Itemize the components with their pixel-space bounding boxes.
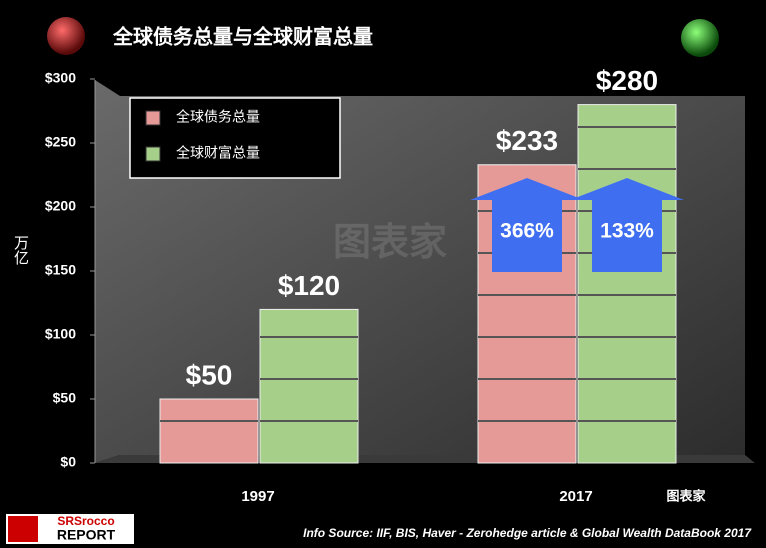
legend-label-bg bbox=[168, 141, 328, 167]
y-tick-label: $200 bbox=[45, 198, 76, 214]
legend-label: 全球债务总量 bbox=[176, 109, 260, 125]
data-label: $50 bbox=[186, 359, 233, 390]
watermark: 图表家 bbox=[333, 222, 447, 264]
data-label: $120 bbox=[278, 270, 340, 301]
data-label: $233 bbox=[496, 125, 558, 156]
y-tick-label: $250 bbox=[45, 134, 76, 150]
y-axis-label: 万亿 bbox=[12, 235, 29, 265]
y-tick-label: $0 bbox=[60, 454, 76, 470]
legend-label: 全球财富总量 bbox=[176, 145, 260, 161]
y-tick-label: $100 bbox=[45, 326, 76, 342]
source-note: Info Source: IIF, BIS, Haver - Zerohedge… bbox=[303, 526, 752, 540]
bar bbox=[577, 104, 677, 464]
logo-text: REPORT bbox=[57, 527, 116, 543]
legend-label-bg bbox=[168, 105, 316, 131]
y-tick-label: $50 bbox=[53, 390, 77, 406]
logo-text: SRSrocco bbox=[57, 514, 114, 528]
data-label: $280 bbox=[596, 65, 658, 96]
y-tick-label: $300 bbox=[45, 70, 76, 86]
bar bbox=[259, 308, 359, 464]
annotation: 366% bbox=[500, 220, 554, 243]
annotation: 133% bbox=[600, 220, 654, 243]
globe-icon bbox=[47, 17, 85, 55]
growth-arrow bbox=[570, 178, 684, 272]
logo-icon bbox=[8, 516, 38, 542]
legend-swatch bbox=[145, 146, 161, 162]
watermark: 图表家 bbox=[666, 488, 706, 503]
chart-title: 全球债务总量与全球财富总量 bbox=[112, 24, 373, 48]
bar bbox=[159, 398, 259, 464]
globe-icon bbox=[681, 19, 719, 57]
legend-swatch bbox=[145, 110, 161, 126]
x-tick-label: 2017 bbox=[559, 488, 592, 505]
x-tick-label: 1997 bbox=[241, 488, 274, 505]
growth-arrow bbox=[470, 178, 584, 272]
y-tick-label: $150 bbox=[45, 262, 76, 278]
